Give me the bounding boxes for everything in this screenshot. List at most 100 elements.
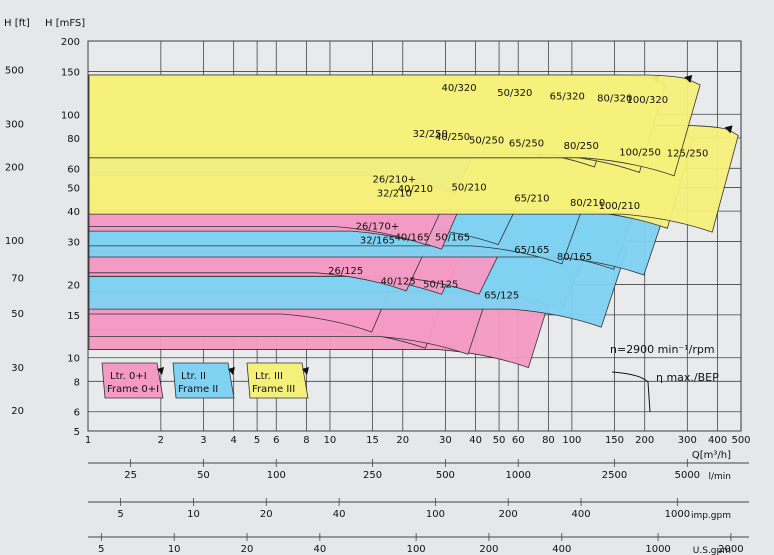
x-axis-label: Q[m³/h] bbox=[692, 450, 731, 461]
pump-regions bbox=[88, 74, 739, 369]
frame-legend-item: Ltr. II Frame II bbox=[172, 362, 235, 399]
x-tick-label: 40 bbox=[469, 435, 482, 446]
aux-tick-label: 1000 bbox=[665, 509, 690, 520]
bep-marker bbox=[684, 74, 693, 83]
aux-tick-label: 1000 bbox=[505, 470, 530, 481]
pump-label: 80/320 bbox=[597, 93, 632, 104]
x-tick-label: 150 bbox=[605, 435, 624, 446]
pump-label: 32/210 bbox=[377, 189, 412, 200]
x-tick-label: 5 bbox=[254, 435, 260, 446]
aux-tick-label: 2500 bbox=[602, 470, 627, 481]
pump-label: 40/125 bbox=[381, 276, 416, 287]
pump-label: 100/320 bbox=[627, 95, 669, 106]
pump-label: 80/165 bbox=[557, 252, 592, 263]
x-tick-label: 100 bbox=[562, 435, 581, 446]
pump-label: 40/320 bbox=[441, 83, 476, 94]
pump-region bbox=[88, 74, 701, 177]
x-tick-label: 80 bbox=[542, 435, 555, 446]
x-tick-label: 8 bbox=[303, 435, 309, 446]
x-tick-label: 10 bbox=[324, 435, 337, 446]
frame-legend-label: Frame 0+I bbox=[107, 384, 159, 395]
aux-tick-label: 5 bbox=[98, 544, 104, 555]
x-tick-label: 500 bbox=[731, 435, 750, 446]
frame-legend-label: Ltr. III bbox=[255, 371, 283, 382]
y-tick-label-m: 15 bbox=[67, 311, 80, 322]
x-tick-label: 30 bbox=[439, 435, 452, 446]
pump-label: 32/165 bbox=[360, 236, 395, 247]
y-axis-header-ft: H [ft] bbox=[4, 18, 30, 29]
x-tick-label: 50 bbox=[493, 435, 506, 446]
frame-legend-label: Frame III bbox=[252, 384, 295, 395]
pump-label: 40/165 bbox=[395, 233, 430, 244]
x-tick-label: 400 bbox=[708, 435, 727, 446]
frame-legend-swatch bbox=[246, 362, 309, 399]
y-tick-label-m: 100 bbox=[61, 110, 80, 121]
x-tick-label: 60 bbox=[512, 435, 525, 446]
x-tick-label: 2 bbox=[158, 435, 164, 446]
y-tick-label-m: 60 bbox=[67, 164, 80, 175]
y-tick-label-ft: 30 bbox=[11, 363, 24, 374]
frame-legend-item: Ltr. 0+I Frame 0+I bbox=[101, 362, 164, 399]
y-tick-label-m: 80 bbox=[67, 134, 80, 145]
y-tick-label-ft: 50 bbox=[11, 309, 24, 320]
frame-legend-swatch bbox=[172, 362, 235, 399]
y-tick-label-ft: 300 bbox=[5, 120, 24, 131]
y-tick-label-m: 5 bbox=[74, 427, 80, 438]
aux-unit-label: imp.gpm bbox=[691, 511, 731, 521]
pump-label: 80/250 bbox=[564, 141, 599, 152]
aux-tick-label: 25 bbox=[124, 470, 137, 481]
pump-label: 125/250 bbox=[667, 148, 709, 159]
pump-label: 50/165 bbox=[435, 233, 470, 244]
aux-tick-label: 5000 bbox=[675, 470, 700, 481]
y-tick-label-m: 200 bbox=[61, 37, 80, 48]
pump-label: 50/210 bbox=[451, 183, 486, 194]
frame-legend: Ltr. 0+I Frame 0+I Ltr. II Frame II Ltr. III… bbox=[101, 362, 309, 399]
pump-label: 65/250 bbox=[509, 138, 544, 149]
y-axis-header-m: H [mFS] bbox=[45, 18, 85, 29]
x-tick-label: 1 bbox=[85, 435, 91, 446]
aux-tick-label: 10 bbox=[187, 509, 200, 520]
aux-tick-label: 50 bbox=[197, 470, 210, 481]
y-tick-label-m: 30 bbox=[67, 238, 80, 249]
y-tick-label-ft: 70 bbox=[11, 274, 24, 285]
bep-marker bbox=[302, 367, 309, 375]
aux-tick-label: 200 bbox=[499, 509, 518, 520]
pump-labels: 65/125 40/125 50/125 26/125 65/165 80/165 40/1… bbox=[328, 83, 708, 302]
pump-label: 65/165 bbox=[514, 245, 549, 256]
frame-legend-swatch bbox=[101, 362, 164, 399]
annotations: n=2900 min⁻¹/rpm η max./BEP bbox=[610, 343, 719, 413]
pump-label: 50/250 bbox=[469, 136, 504, 147]
pump-label: 26/125 bbox=[328, 266, 363, 277]
y-tick-label-m: 20 bbox=[67, 280, 80, 291]
x-tick-label: 6 bbox=[273, 435, 279, 446]
pump-label: 80/210 bbox=[570, 198, 605, 209]
pump-label: 65/125 bbox=[484, 291, 519, 302]
axes: 1 2 3 4 5 6 8 10 15 20 30 40 50 60 80 100 150 200 300 400 50… bbox=[4, 18, 751, 461]
aux-unit-label: l/min bbox=[708, 472, 731, 482]
pump-label: 40/250 bbox=[435, 132, 470, 143]
x-tick-label: 200 bbox=[635, 435, 654, 446]
auxiliary-scales: 25 50 100 250 500 1000 2500 5000 l/min 5 10 20 40 100… bbox=[88, 459, 749, 555]
y-tick-label-ft: 500 bbox=[5, 66, 24, 77]
y-tick-label-ft: 200 bbox=[5, 163, 24, 174]
aux-tick-label: 400 bbox=[552, 544, 571, 555]
aux-tick-label: 1000 bbox=[645, 544, 670, 555]
bep-marker bbox=[724, 125, 733, 134]
y-tick-label-m: 10 bbox=[67, 354, 80, 365]
aux-tick-label: 10 bbox=[168, 544, 181, 555]
x-tick-label: 20 bbox=[396, 435, 409, 446]
pump-label: 65/320 bbox=[550, 92, 585, 103]
aux-tick-label: 40 bbox=[333, 509, 346, 520]
x-tick-label: 15 bbox=[366, 435, 379, 446]
aux-tick-label: 250 bbox=[363, 470, 382, 481]
pump-label: 26/210+ bbox=[373, 175, 417, 186]
y-tick-label-m: 8 bbox=[74, 377, 80, 388]
y-tick-label-ft: 20 bbox=[11, 406, 24, 417]
pump-label: 50/320 bbox=[497, 88, 532, 99]
y-tick-label-m: 6 bbox=[74, 408, 80, 419]
speed-label: n=2900 min⁻¹/rpm bbox=[610, 343, 715, 356]
aux-tick-label: 400 bbox=[572, 509, 591, 520]
y-tick-label-ft: 100 bbox=[5, 236, 24, 247]
frame-legend-label: Frame II bbox=[178, 384, 218, 395]
